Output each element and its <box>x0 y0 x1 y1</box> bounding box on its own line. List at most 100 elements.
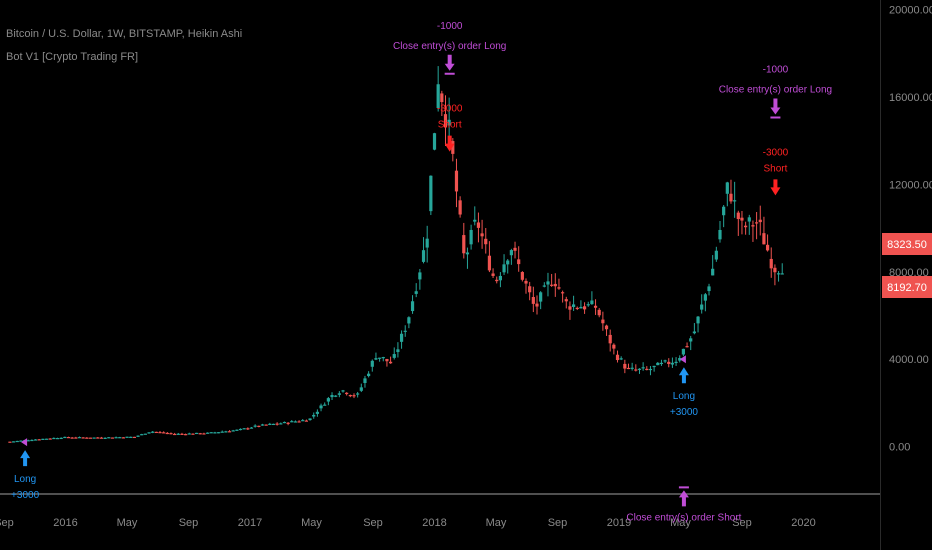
candle-body <box>429 175 433 212</box>
candle-body <box>634 369 638 371</box>
candle-body <box>158 432 162 434</box>
candle-body <box>528 286 532 293</box>
long-entry-label: Long <box>673 391 695 402</box>
candle-body <box>586 304 590 306</box>
candle-body <box>275 423 279 425</box>
close-long-arrow-icon <box>444 54 455 75</box>
candle-body <box>184 434 188 436</box>
candle-body <box>418 272 422 280</box>
candle-body <box>535 303 539 307</box>
candle-body <box>495 279 499 282</box>
candle-body <box>257 425 261 427</box>
candle-body <box>169 433 173 435</box>
candle-body <box>11 441 16 443</box>
candle-body <box>195 432 199 435</box>
candle-body <box>740 217 744 221</box>
candle-body <box>107 437 111 439</box>
candle-body <box>765 244 770 251</box>
candle-body <box>484 238 488 245</box>
candle-body <box>425 238 429 248</box>
candle-body <box>410 301 415 312</box>
short-entry-arrow-icon <box>770 179 781 196</box>
symbol-legend[interactable]: Bitcoin / U.S. Dollar, 1W, BITSTAMP, Hei… <box>6 28 243 40</box>
candle-body <box>685 346 689 348</box>
candle-body <box>15 440 19 443</box>
short-entry-qty: -3000 <box>437 104 463 115</box>
candle-body <box>264 424 268 426</box>
candle-body <box>337 393 341 395</box>
candle-body <box>733 200 737 202</box>
candle-body <box>326 398 330 402</box>
candle-body <box>37 439 41 441</box>
candle-body <box>216 432 221 434</box>
candle-body <box>114 437 118 439</box>
candle-body <box>52 437 56 440</box>
candle-body <box>378 357 382 359</box>
candle-body <box>279 423 283 425</box>
candle-body <box>253 425 257 427</box>
candle-body <box>162 432 166 434</box>
candle-body <box>491 273 495 276</box>
candle-body <box>553 283 557 287</box>
long-entry-arrow-icon <box>20 450 31 467</box>
candle-body <box>407 317 411 324</box>
candle-body <box>626 367 631 370</box>
candle-body <box>751 225 755 227</box>
candle-body <box>469 229 473 245</box>
candle-body <box>388 361 393 364</box>
candle-body <box>637 368 642 370</box>
candle-body <box>396 349 400 353</box>
candle-body <box>55 438 60 440</box>
candle-body <box>147 432 151 434</box>
candle-body <box>597 309 601 316</box>
candle-body <box>776 273 781 275</box>
candle-body <box>524 280 528 284</box>
candle-body <box>77 437 82 439</box>
candle-body <box>656 362 660 366</box>
close-long-arrow-icon <box>770 98 781 119</box>
candle-body <box>308 418 312 421</box>
candle-body <box>663 360 667 362</box>
candles-group <box>8 66 784 443</box>
y-tick-label: 20000.00 <box>889 5 932 17</box>
candle-body <box>707 286 711 292</box>
x-tick-label: Sep <box>179 517 199 529</box>
candle-body <box>202 433 206 435</box>
x-tick-label: 2019 <box>607 517 631 529</box>
x-tick-label: Sep <box>548 517 568 529</box>
candle-body <box>667 361 671 364</box>
long-entry-label: Long <box>14 474 36 485</box>
candle-body <box>674 361 678 364</box>
candle-body <box>744 225 748 228</box>
x-tick-label: May <box>486 517 507 529</box>
candle-body <box>381 357 385 359</box>
candle-body <box>689 338 693 342</box>
candle-body <box>659 362 664 365</box>
candle-body <box>48 438 52 440</box>
candle-body <box>762 233 766 245</box>
x-tick-label: May <box>117 517 138 529</box>
candle-body <box>33 439 38 441</box>
price-tag <box>882 233 932 255</box>
candle-body <box>385 359 389 362</box>
candle-body <box>26 440 30 442</box>
candle-body <box>458 200 462 215</box>
candle-body <box>769 258 773 269</box>
candle-body <box>678 358 682 361</box>
x-tick-label: Sep <box>732 517 752 529</box>
candle-body <box>392 354 396 358</box>
candle-body <box>590 300 594 305</box>
candle-body <box>711 268 715 276</box>
candle-body <box>8 441 12 443</box>
candle-body <box>615 354 620 361</box>
candle-body <box>176 433 180 435</box>
candle-body <box>246 428 250 430</box>
candle-body <box>403 330 407 332</box>
indicator-legend[interactable]: Bot V1 [Crypto Trading FR] <box>6 51 139 63</box>
candle-body <box>608 334 612 344</box>
candle-body <box>74 437 78 439</box>
candle-body <box>220 431 224 433</box>
candle-body <box>191 433 195 435</box>
